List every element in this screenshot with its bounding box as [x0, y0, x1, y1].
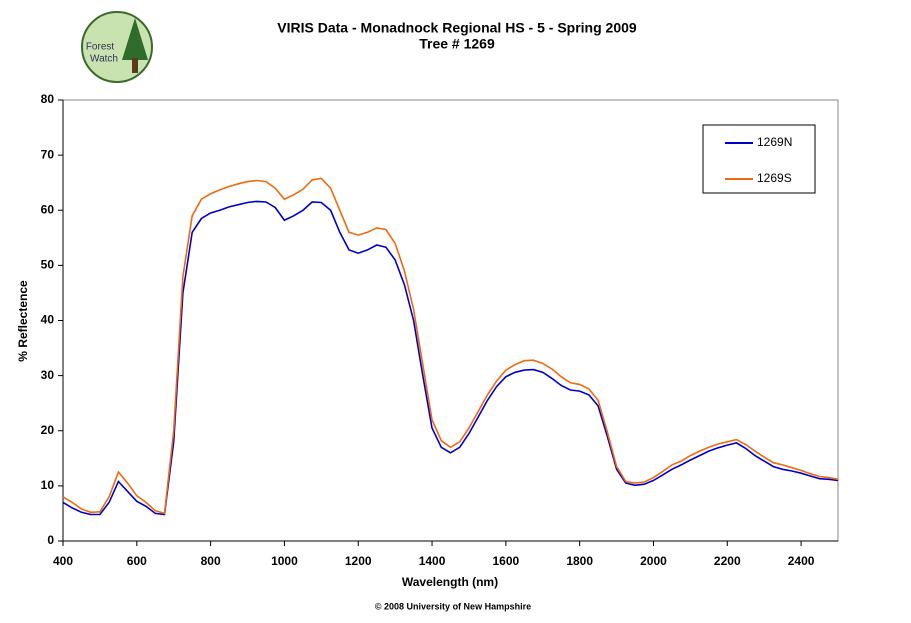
y-tick-label: 20 [41, 423, 55, 437]
x-tick-label: 2400 [788, 554, 815, 568]
x-tick-label: 1200 [345, 554, 372, 568]
x-tick-label: 1400 [419, 554, 446, 568]
y-axis-label: % Reflectence [16, 280, 30, 362]
legend-label: 1269S [757, 171, 792, 185]
series-line [62, 200, 839, 516]
logo-text: Forest [86, 42, 115, 53]
x-tick-label: 1600 [493, 554, 520, 568]
legend-label: 1269N [757, 135, 792, 149]
x-tick-label: 2000 [640, 554, 667, 568]
x-tick-label: 1000 [271, 554, 298, 568]
logo: Forest Watch [81, 11, 153, 83]
y-tick-label: 0 [47, 533, 54, 547]
x-tick-label: 800 [201, 554, 221, 568]
y-tick-label: 60 [41, 202, 55, 216]
x-tick-label: 400 [53, 554, 73, 568]
y-tick-label: 70 [41, 147, 55, 161]
x-tick-label: 2200 [714, 554, 741, 568]
legend-box [702, 124, 816, 194]
y-tick-label: 30 [41, 368, 55, 382]
logo-trunk [132, 58, 138, 73]
x-tick-label: 1800 [566, 554, 593, 568]
logo-tree [122, 18, 148, 60]
y-tick-label: 40 [41, 313, 55, 327]
logo-text: Watch [90, 54, 118, 65]
y-tick-label: 50 [41, 258, 55, 272]
series-line [62, 177, 839, 515]
y-tick-label: 10 [41, 478, 55, 492]
x-tick-label: 600 [127, 554, 147, 568]
chart-subtitle: Tree # 1269 [419, 36, 495, 52]
x-axis-label: Wavelength (nm) [402, 575, 498, 589]
footer: © 2008 University of New Hampshire [375, 601, 531, 611]
y-tick-label: 80 [41, 92, 55, 106]
chart-title: VIRIS Data - Monadnock Regional HS - 5 -… [277, 20, 637, 36]
